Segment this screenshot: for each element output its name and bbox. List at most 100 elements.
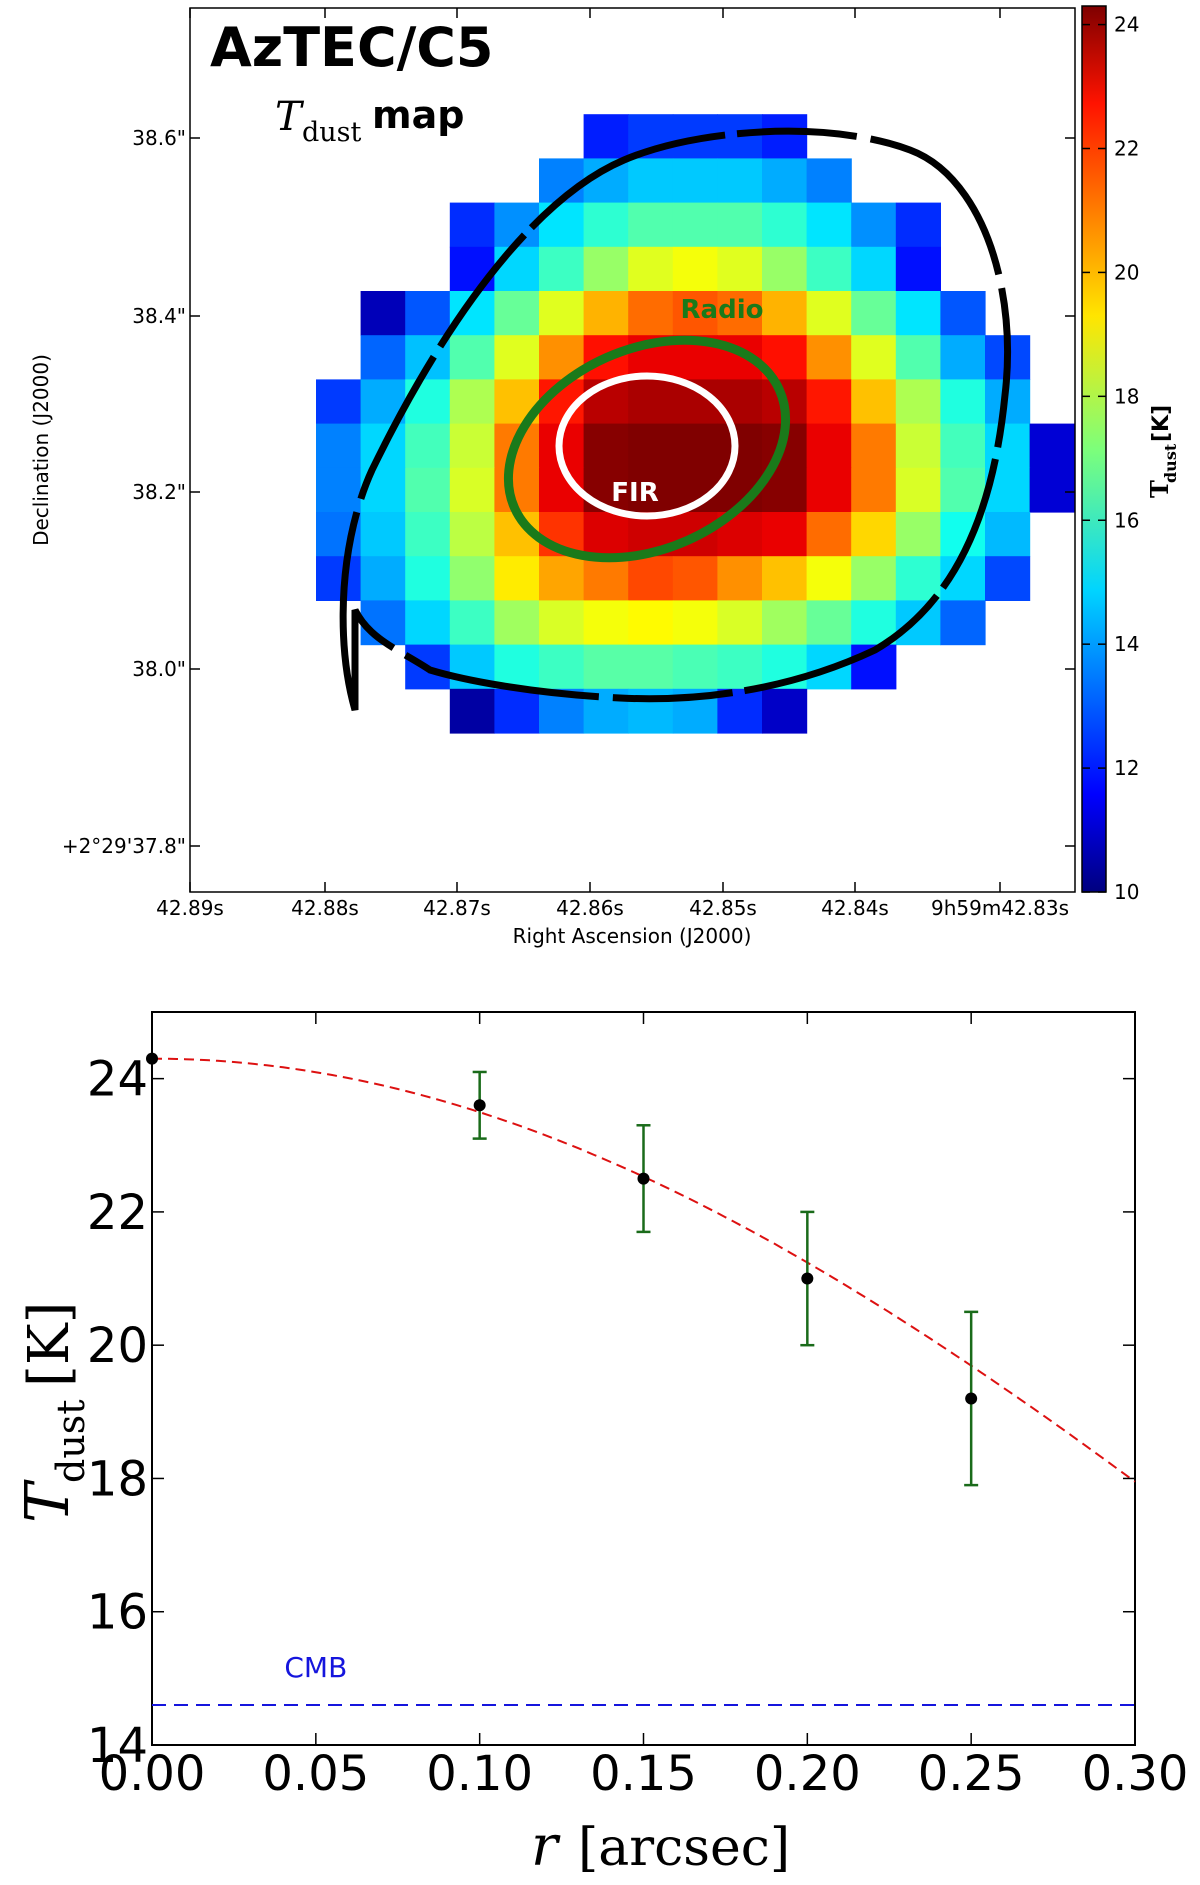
heatmap-cell	[895, 423, 941, 469]
heatmap-cell	[717, 644, 763, 690]
y-label-subscript: dust	[49, 1399, 93, 1483]
heatmap-cell	[539, 291, 585, 336]
cmb-limit-contour	[339, 127, 1011, 711]
heatmap-cell	[405, 556, 451, 601]
heatmap-cell	[851, 556, 897, 601]
heatmap-cell	[539, 600, 585, 646]
colorbar	[1081, 5, 1107, 893]
heatmap-cell	[851, 202, 897, 248]
heatmap-cell	[583, 600, 629, 646]
heatmap-cell	[672, 600, 718, 646]
heatmap-cell	[583, 512, 629, 557]
heatmap-cell	[405, 423, 451, 469]
heatmap-cell	[494, 556, 540, 601]
heatmap-cell	[494, 644, 540, 690]
heatmap-cell	[806, 512, 852, 557]
x-label-symbol: r	[531, 1814, 561, 1879]
heatmap-cell	[360, 335, 406, 380]
map-axes-frame	[189, 7, 1076, 893]
heatmap-cell	[895, 556, 941, 601]
heatmap-cell	[405, 467, 451, 513]
profile-y-tick-label: 18	[87, 1451, 148, 1507]
radio-label: Radio	[681, 295, 764, 325]
heatmap-cell	[895, 600, 941, 646]
heatmap-cell	[940, 379, 986, 425]
map-x-tick-label: 42.88s	[291, 896, 359, 920]
map-y-tick-label: 38.4"	[132, 304, 186, 328]
heatmap-cell	[762, 688, 808, 734]
heatmap-cell	[449, 379, 495, 425]
heatmap-cells	[316, 114, 1075, 734]
heatmap-cell	[316, 556, 362, 601]
heatmap-cell	[539, 644, 585, 690]
heatmap-cell	[895, 379, 941, 425]
subtitle-symbol: T	[275, 94, 305, 140]
profile-x-axis-label: r [arcsec]	[531, 1814, 790, 1879]
fir-contour	[555, 372, 739, 520]
subtitle-word: map	[372, 93, 464, 137]
heatmap-cell	[628, 379, 674, 425]
profile-x-ticks: 0.00 0.05 0.10 0.15 0.20 0.25 0.30	[99, 1012, 1188, 1802]
heatmap-cell	[539, 556, 585, 601]
profile-y-ticks: 14 16 18 20 22 24	[87, 1052, 1135, 1774]
heatmap-cell	[628, 423, 674, 469]
heatmap-cell	[628, 202, 674, 248]
heatmap-cell	[762, 158, 808, 204]
heatmap-cell	[628, 600, 674, 646]
heatmap-cell	[672, 423, 718, 469]
heatmap-cell	[806, 202, 852, 248]
colorbar-label: T dust [K]	[1145, 405, 1180, 498]
heatmap-cell	[628, 644, 674, 690]
heatmap-cell	[1029, 423, 1075, 469]
heatmap-cell	[672, 644, 718, 690]
heatmap-cell	[762, 114, 808, 159]
heatmap-cell	[806, 246, 852, 292]
map-x-tick-label: 42.87s	[423, 896, 491, 920]
heatmap-cell	[449, 512, 495, 557]
heatmap-cell	[405, 379, 451, 425]
profile-y-tick-label: 14	[87, 1718, 148, 1774]
y-label-symbol: T	[13, 1479, 83, 1523]
map-y-tick-label: 38.6"	[132, 126, 186, 150]
heatmap-cell	[940, 467, 986, 513]
heatmap-cell	[672, 291, 718, 336]
data-points	[146, 1052, 978, 1405]
heatmap-cell	[449, 467, 495, 513]
heatmap-cell	[717, 202, 763, 248]
heatmap-cell	[851, 512, 897, 557]
heatmap-cell	[895, 291, 941, 336]
colorbar-tick-label: 18	[1114, 384, 1139, 408]
colorbar-tick-label: 24	[1114, 13, 1139, 37]
heatmap-cell	[449, 335, 495, 380]
map-subtitle: T dust map	[275, 93, 464, 148]
profile-y-tick-label: 20	[87, 1318, 148, 1374]
heatmap-cell	[895, 335, 941, 380]
heatmap-cell	[851, 379, 897, 425]
heatmap-cell	[806, 379, 852, 425]
heatmap-cell	[717, 423, 763, 469]
map-x-tick-label: 42.84s	[821, 896, 889, 920]
heatmap-cell	[449, 688, 495, 734]
profile-x-tick-label: 0.00	[99, 1746, 206, 1802]
map-x-ticks: 42.89s 42.88s 42.87s 42.86s 42.85s 42.84s 9h59…	[156, 8, 1069, 920]
profile-y-tick-label: 24	[87, 1052, 148, 1108]
heatmap-cell	[806, 158, 852, 204]
heatmap-cell	[583, 202, 629, 248]
heatmap-cell	[717, 556, 763, 601]
heatmap-cell	[717, 246, 763, 292]
profile-y-tick-label: 22	[87, 1185, 148, 1241]
heatmap-cell	[895, 467, 941, 513]
heatmap-cell	[895, 246, 941, 292]
heatmap-cell	[806, 335, 852, 380]
colorbar-label-symbol: T	[1145, 480, 1174, 498]
heatmap-cell	[940, 291, 986, 336]
profile-x-tick-label: 0.10	[426, 1746, 533, 1802]
y-label-unit: [K]	[17, 1301, 82, 1387]
heatmap-cell	[851, 291, 897, 336]
heatmap-cell	[762, 600, 808, 646]
heatmap-cell	[494, 688, 540, 734]
data-point	[801, 1272, 814, 1285]
map-x-tick-label: 9h59m42.83s	[931, 896, 1069, 920]
map-y-tick-label: 38.2"	[132, 480, 186, 504]
